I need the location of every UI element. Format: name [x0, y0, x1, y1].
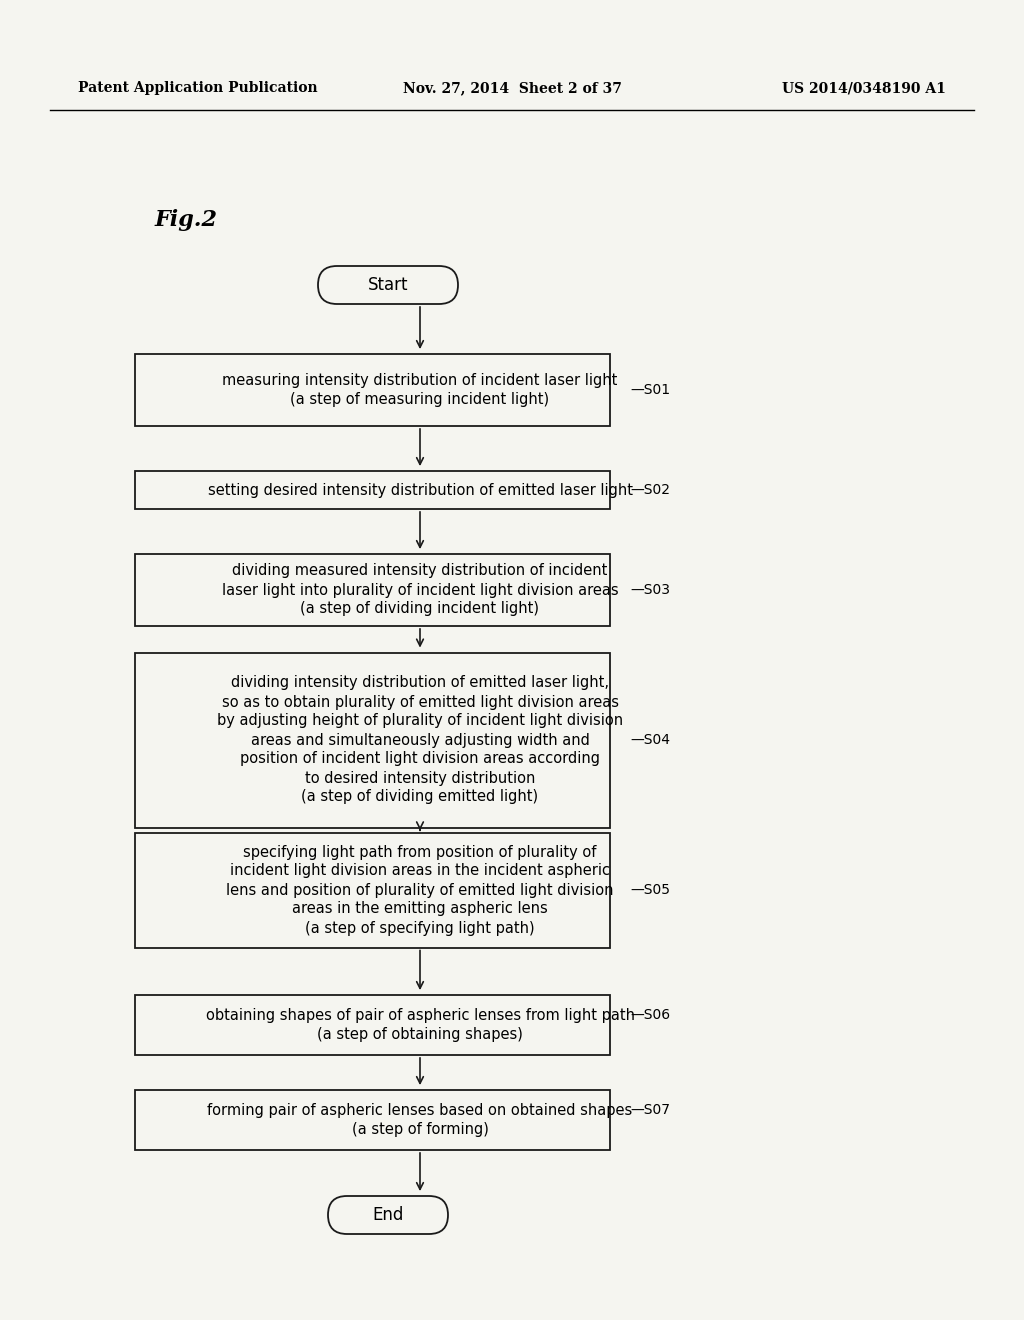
Text: incident light division areas in the incident aspheric: incident light division areas in the inc… — [230, 863, 610, 879]
Text: dividing intensity distribution of emitted laser light,: dividing intensity distribution of emitt… — [231, 676, 609, 690]
Text: Fig.2: Fig.2 — [155, 209, 218, 231]
Text: so as to obtain plurality of emitted light division areas: so as to obtain plurality of emitted lig… — [221, 694, 618, 710]
Text: areas and simultaneously adjusting width and: areas and simultaneously adjusting width… — [251, 733, 590, 747]
Text: lens and position of plurality of emitted light division: lens and position of plurality of emitte… — [226, 883, 613, 898]
Text: —S04: —S04 — [630, 733, 670, 747]
Text: obtaining shapes of pair of aspheric lenses from light path: obtaining shapes of pair of aspheric len… — [206, 1008, 635, 1023]
Text: —S06: —S06 — [630, 1008, 670, 1022]
Text: laser light into plurality of incident light division areas: laser light into plurality of incident l… — [221, 582, 618, 598]
Bar — [135, 471, 610, 510]
Text: (a step of measuring incident light): (a step of measuring incident light) — [291, 392, 550, 407]
Text: position of incident light division areas according: position of incident light division area… — [240, 751, 600, 767]
Text: —S03: —S03 — [630, 583, 670, 597]
Text: Start: Start — [368, 276, 409, 294]
Text: areas in the emitting aspheric lens: areas in the emitting aspheric lens — [292, 902, 548, 916]
Text: setting desired intensity distribution of emitted laser light: setting desired intensity distribution o… — [208, 483, 633, 498]
Text: —S07: —S07 — [630, 1104, 670, 1117]
Bar — [135, 1090, 610, 1150]
Text: measuring intensity distribution of incident laser light: measuring intensity distribution of inci… — [222, 374, 617, 388]
Bar — [135, 995, 610, 1055]
Text: (a step of forming): (a step of forming) — [351, 1122, 488, 1137]
Text: (a step of dividing incident light): (a step of dividing incident light) — [300, 602, 540, 616]
Text: —S02: —S02 — [630, 483, 670, 498]
FancyBboxPatch shape — [328, 1196, 449, 1234]
Text: Nov. 27, 2014  Sheet 2 of 37: Nov. 27, 2014 Sheet 2 of 37 — [402, 81, 622, 95]
Text: forming pair of aspheric lenses based on obtained shapes: forming pair of aspheric lenses based on… — [208, 1104, 633, 1118]
Text: by adjusting height of plurality of incident light division: by adjusting height of plurality of inci… — [217, 714, 623, 729]
Text: Patent Application Publication: Patent Application Publication — [78, 81, 317, 95]
Text: specifying light path from position of plurality of: specifying light path from position of p… — [244, 845, 597, 859]
Text: —S05: —S05 — [630, 883, 670, 898]
Bar — [135, 354, 610, 426]
Bar — [135, 554, 610, 626]
Text: US 2014/0348190 A1: US 2014/0348190 A1 — [782, 81, 946, 95]
Bar — [135, 833, 610, 948]
Bar — [135, 652, 610, 828]
Text: (a step of specifying light path): (a step of specifying light path) — [305, 920, 535, 936]
Text: to desired intensity distribution: to desired intensity distribution — [305, 771, 536, 785]
Text: End: End — [373, 1206, 403, 1224]
Text: dividing measured intensity distribution of incident: dividing measured intensity distribution… — [232, 564, 607, 578]
Text: —S01: —S01 — [630, 383, 670, 397]
Text: (a step of obtaining shapes): (a step of obtaining shapes) — [317, 1027, 523, 1041]
FancyBboxPatch shape — [318, 267, 458, 304]
Text: (a step of dividing emitted light): (a step of dividing emitted light) — [301, 789, 539, 804]
